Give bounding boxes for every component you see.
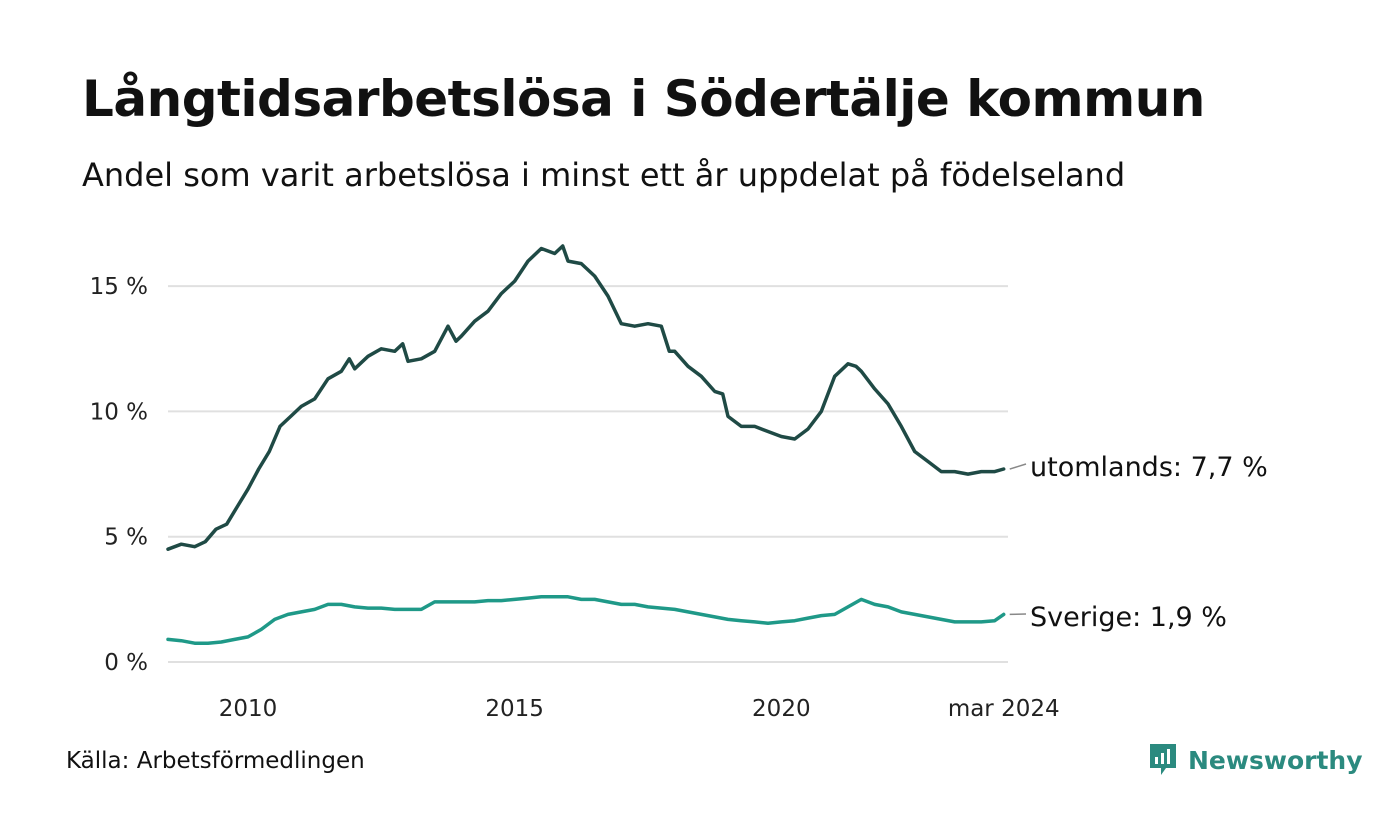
x-tick-label: mar 2024 [948,696,1060,722]
series-line-sverige [166,595,1006,645]
gridlines [168,285,1008,663]
end-label-sverige: Sverige: 1,9 % [1030,602,1227,633]
x-tick-label: 2020 [752,696,811,722]
x-tick-label: 2010 [219,696,278,722]
y-tick-label: 10 % [90,399,148,425]
source-note: Källa: Arbetsförmedlingen [66,748,365,774]
series-lines [166,244,1006,645]
chart-subtitle: Andel som varit arbetslösa i minst ett å… [82,156,1126,194]
y-tick-label: 0 % [104,650,148,676]
brand-logo: Newsworthy [1148,742,1363,778]
x-axis-ticks: 2010 2015 2020 mar 2024 [219,696,1060,722]
series-line-utomlands [166,244,1006,551]
end-label-leader [1009,463,1027,470]
end-labels: utomlands: 7,7 % Sverige: 1,9 % [1009,452,1268,633]
newsworthy-logo-icon [1150,744,1176,775]
y-tick-label: 5 % [104,525,148,551]
line-chart: 0 % 5 % 10 % 15 % 2010 2015 2020 mar 2024 utom… [90,244,1268,722]
brand-name: Newsworthy [1188,745,1363,775]
chart-title: Långtidsarbetslösa i Södertälje kommun [82,70,1205,128]
y-tick-label: 15 % [90,274,148,300]
y-axis-ticks: 0 % 5 % 10 % 15 % [90,274,148,676]
x-tick-label: 2015 [485,696,544,722]
end-label-utomlands: utomlands: 7,7 % [1030,452,1268,483]
